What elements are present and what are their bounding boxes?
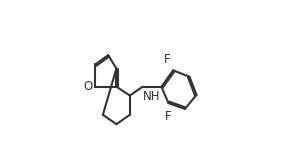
Text: NH: NH <box>143 90 161 103</box>
Text: F: F <box>165 110 172 123</box>
Text: O: O <box>83 80 92 93</box>
Text: F: F <box>163 53 170 66</box>
